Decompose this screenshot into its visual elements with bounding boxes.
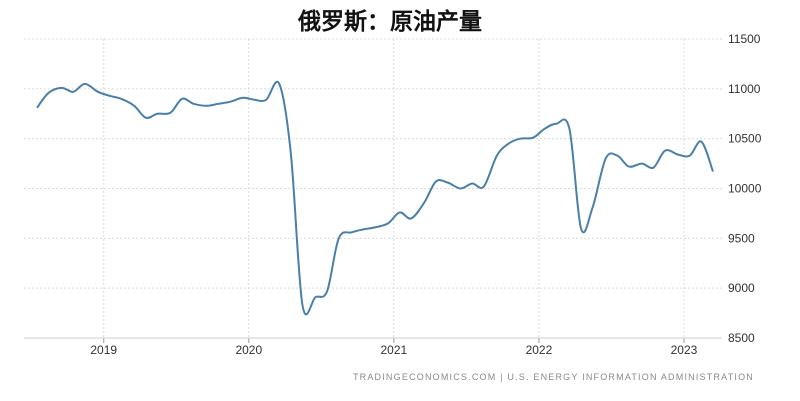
source-credit: TRADINGECONOMICS.COM | U.S. ENERGY INFOR… <box>352 372 754 382</box>
x-tick-label: 2020 <box>235 343 262 357</box>
x-tick-label: 2023 <box>671 343 698 357</box>
x-tick-label: 2021 <box>381 343 408 357</box>
y-axis-ticks: 8500 9000 9500 10000 10500 11000 11500 <box>728 32 762 345</box>
x-tick-label: 2022 <box>526 343 553 357</box>
y-tick-label: 10000 <box>728 182 762 196</box>
chart-title: 俄罗斯：原油产量 <box>298 9 482 35</box>
y-tick-label: 11500 <box>728 32 761 46</box>
x-tick-label: 2019 <box>90 343 117 357</box>
series-group <box>36 80 714 316</box>
y-tick-label: 8500 <box>728 331 755 345</box>
grid-lines <box>24 38 722 343</box>
y-tick-label: 9000 <box>728 281 755 295</box>
series-line <box>36 80 714 316</box>
x-axis-ticks: 2019 2020 2021 2022 2023 <box>90 343 697 357</box>
y-tick-label: 11000 <box>728 82 761 96</box>
y-tick-label: 10500 <box>728 132 762 146</box>
y-tick-label: 9500 <box>728 231 755 245</box>
